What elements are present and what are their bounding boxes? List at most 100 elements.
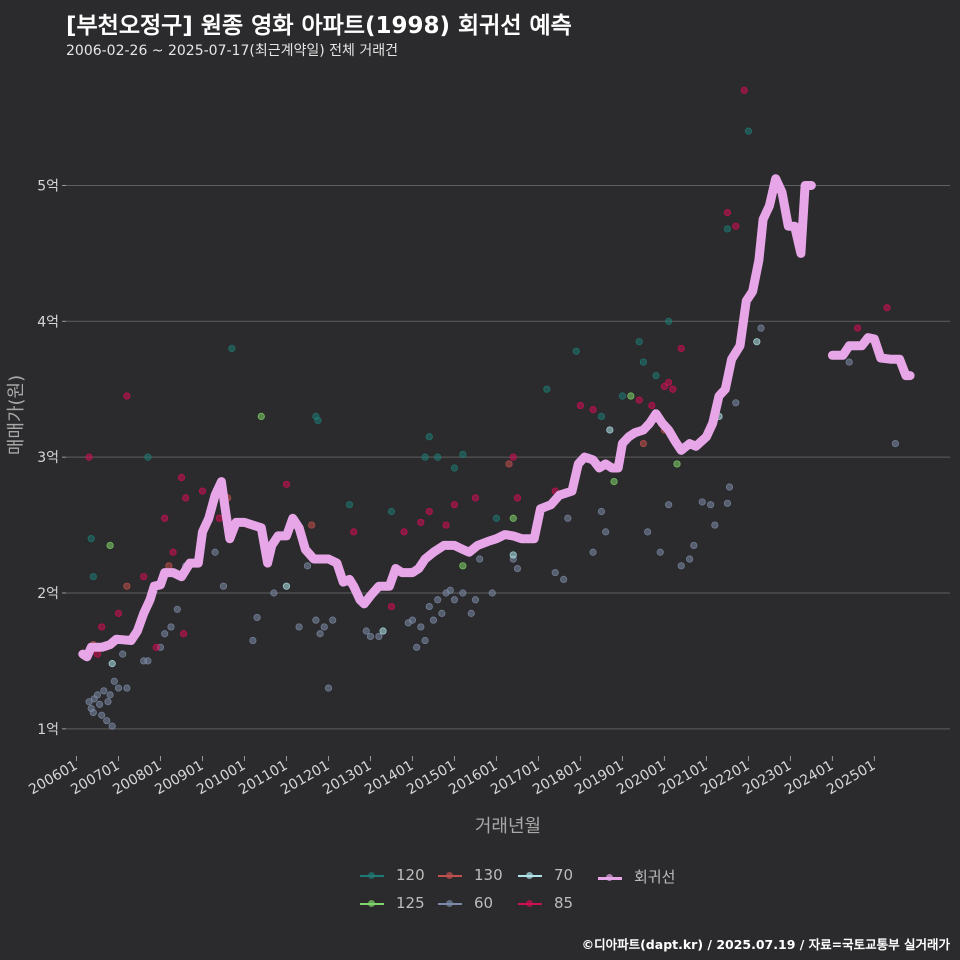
point-125 bbox=[257, 412, 265, 420]
legend-label: 85 bbox=[554, 894, 574, 912]
legend-label: 120 bbox=[396, 866, 425, 884]
point-130 bbox=[639, 439, 648, 448]
point-85 bbox=[883, 304, 891, 312]
point-70 bbox=[753, 338, 761, 346]
point-85 bbox=[161, 514, 169, 522]
point-125 bbox=[673, 460, 681, 468]
point-85 bbox=[350, 528, 358, 536]
point-85 bbox=[723, 209, 732, 217]
x-axis-label: 거래년월 bbox=[475, 816, 541, 837]
point-130 bbox=[123, 582, 131, 590]
legend-item-70: 70 bbox=[518, 866, 573, 884]
point-70 bbox=[282, 582, 291, 590]
point-85 bbox=[471, 494, 480, 502]
point-125 bbox=[509, 514, 517, 522]
point-120 bbox=[421, 453, 429, 461]
point-60 bbox=[476, 555, 484, 563]
point-60 bbox=[253, 613, 261, 622]
x-axis: 2006012007012008012009012010012011012012… bbox=[26, 756, 878, 798]
point-120 bbox=[597, 412, 606, 420]
point-60 bbox=[698, 498, 706, 506]
point-85 bbox=[677, 344, 685, 353]
point-60 bbox=[408, 616, 417, 624]
point-60 bbox=[295, 623, 303, 631]
point-60 bbox=[104, 698, 112, 706]
y-tick-label: 5억 bbox=[37, 178, 59, 194]
credit-text: ©디아파트(dapt.kr) / 2025.07.19 / 자료=국토교통부 실… bbox=[581, 937, 950, 952]
point-60 bbox=[375, 632, 383, 641]
point-85 bbox=[179, 630, 188, 638]
point-120 bbox=[665, 317, 673, 325]
y-axis: 1억 2억 3억 4억 5억 bbox=[37, 178, 66, 738]
point-85 bbox=[732, 222, 740, 230]
point-85 bbox=[576, 401, 585, 410]
point-60 bbox=[417, 623, 425, 631]
point-60 bbox=[513, 564, 522, 573]
point-120 bbox=[87, 535, 95, 543]
point-60 bbox=[316, 630, 324, 638]
point-60 bbox=[421, 636, 429, 645]
legend-swatch bbox=[518, 896, 542, 912]
point-130 bbox=[308, 521, 316, 529]
point-125 bbox=[610, 477, 618, 486]
chart-subtitle: 2006-02-26 ~ 2025-07-17(최근계약일) 전체 거래건 bbox=[66, 43, 398, 59]
point-60 bbox=[173, 605, 181, 613]
point-85 bbox=[854, 324, 862, 332]
point-85 bbox=[513, 494, 522, 502]
point-60 bbox=[123, 684, 131, 692]
point-60 bbox=[89, 708, 97, 717]
legend-swatch bbox=[360, 868, 384, 884]
point-60 bbox=[438, 609, 446, 617]
point-60 bbox=[144, 657, 152, 665]
point-60 bbox=[723, 499, 732, 507]
point-85 bbox=[740, 86, 748, 94]
point-60 bbox=[589, 548, 597, 556]
point-85 bbox=[635, 396, 643, 404]
point-60 bbox=[450, 596, 459, 604]
point-60 bbox=[103, 717, 111, 725]
point-60 bbox=[644, 528, 652, 536]
point-120 bbox=[425, 433, 433, 441]
point-85 bbox=[123, 392, 131, 400]
point-60 bbox=[303, 562, 312, 570]
legend-item-130: 130 bbox=[438, 866, 503, 884]
legend-label: 130 bbox=[474, 866, 503, 884]
point-60 bbox=[219, 582, 228, 590]
point-60 bbox=[677, 562, 685, 570]
point-60 bbox=[467, 609, 475, 617]
x-tick-label: 202501 bbox=[824, 758, 878, 799]
point-120 bbox=[635, 338, 643, 346]
point-60 bbox=[93, 691, 102, 699]
point-60 bbox=[459, 589, 467, 597]
point-60 bbox=[665, 501, 673, 509]
legend-item-85: 85 bbox=[518, 894, 573, 912]
point-85 bbox=[509, 453, 517, 461]
point-120 bbox=[314, 416, 322, 425]
point-85 bbox=[140, 573, 148, 581]
point-60 bbox=[320, 623, 328, 631]
legend-label: 125 bbox=[396, 894, 425, 912]
legend-swatch bbox=[438, 896, 462, 912]
point-60 bbox=[366, 632, 375, 641]
point-120 bbox=[492, 514, 501, 522]
point-125 bbox=[627, 392, 635, 400]
point-60 bbox=[597, 507, 606, 516]
point-60 bbox=[100, 687, 108, 695]
legend-label: 회귀선 bbox=[634, 868, 676, 886]
point-120 bbox=[744, 127, 753, 135]
point-85 bbox=[425, 507, 433, 516]
point-85 bbox=[98, 623, 106, 631]
point-85 bbox=[442, 521, 450, 529]
point-85 bbox=[114, 609, 123, 617]
point-125 bbox=[106, 541, 114, 550]
chart-title: [부천오정구] 원종 영화 아파트(1998) 회귀선 예측 bbox=[66, 13, 572, 39]
point-120 bbox=[639, 358, 648, 366]
point-60 bbox=[270, 589, 278, 597]
point-60 bbox=[324, 684, 333, 692]
grid-lines bbox=[66, 184, 950, 730]
point-60 bbox=[211, 548, 219, 556]
point-60 bbox=[551, 569, 559, 577]
point-120 bbox=[723, 225, 732, 233]
point-60 bbox=[312, 616, 320, 624]
point-85 bbox=[669, 385, 677, 393]
